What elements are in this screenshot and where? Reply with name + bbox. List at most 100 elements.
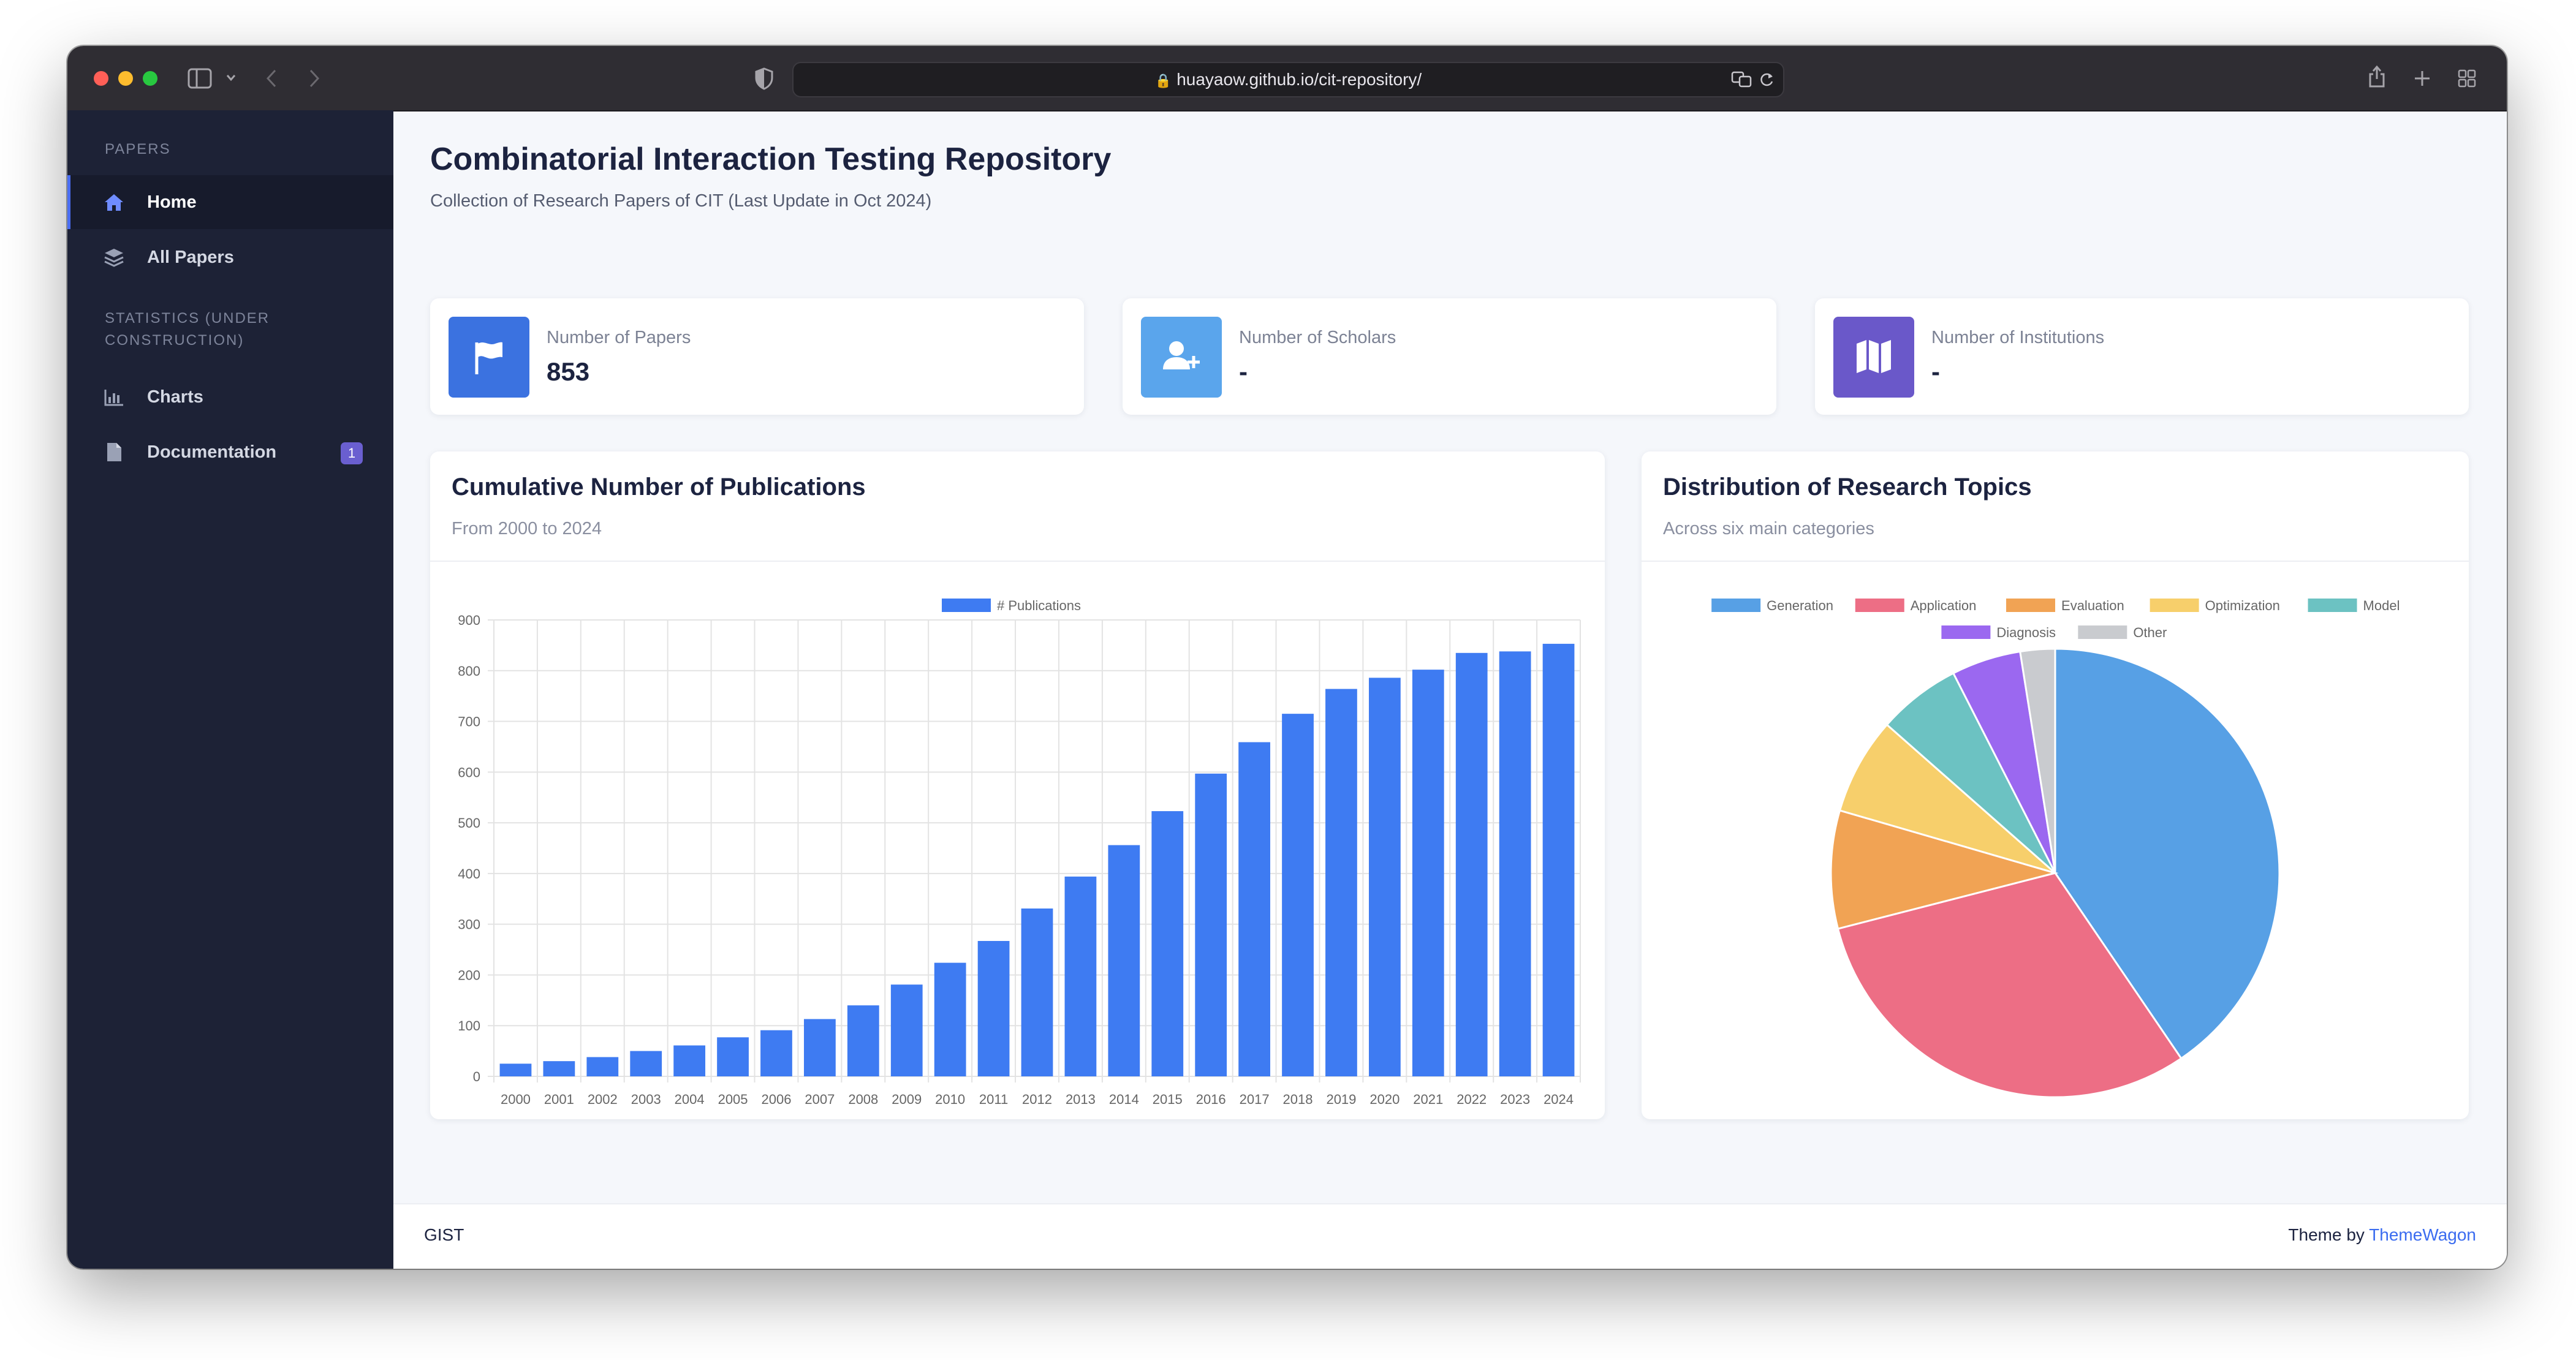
forward-icon[interactable] xyxy=(308,68,321,89)
bar xyxy=(1151,811,1184,1076)
x-tick-label: 2022 xyxy=(1457,1092,1487,1107)
browser-titlebar: 🔒 huayaow.github.io/cit-repository/ xyxy=(67,46,2507,111)
sidebar-item-all-papers[interactable]: All Papers xyxy=(67,230,393,284)
privacy-shield-icon[interactable] xyxy=(754,67,775,90)
bar xyxy=(890,984,923,1076)
publications-bar-chart: # Publications 0 100 200 300 400 500 600 700 800 9… xyxy=(458,598,1581,1107)
x-tick-label: 2015 xyxy=(1153,1092,1183,1107)
legend-swatch xyxy=(2078,625,2127,639)
user-plus-icon xyxy=(1141,317,1222,398)
sidebar-toggle-icon[interactable] xyxy=(188,68,212,89)
bar xyxy=(1325,689,1357,1076)
x-tick-label: 2012 xyxy=(1022,1092,1052,1107)
pie-slice xyxy=(1830,809,2059,930)
pie-slice xyxy=(1838,723,2056,874)
footer: GIST Theme by ThemeWagon xyxy=(393,1203,2507,1269)
x-tick-label: 2019 xyxy=(1326,1092,1356,1107)
address-bar[interactable]: 🔒 huayaow.github.io/cit-repository/ xyxy=(792,62,1784,97)
legend-label: Generation xyxy=(1767,598,1833,613)
legend-swatch xyxy=(1711,599,1761,612)
x-tick-label: 2014 xyxy=(1109,1092,1139,1107)
bar xyxy=(630,1051,662,1076)
bar xyxy=(1282,714,1314,1076)
legend-swatch xyxy=(1855,599,1904,612)
y-tick-label: 500 xyxy=(458,815,480,831)
x-tick-label: 2020 xyxy=(1369,1092,1400,1107)
legend-swatch xyxy=(2006,599,2056,612)
sidebar-item-label: All Papers xyxy=(147,247,234,267)
stat-card-scholars: Number of Scholars - xyxy=(1123,298,1776,415)
legend-swatch xyxy=(2150,599,2199,612)
legend-label: Optimization xyxy=(2205,598,2280,613)
sidebar-item-label: Documentation xyxy=(147,442,277,462)
home-icon xyxy=(105,194,123,211)
x-tick-label: 2006 xyxy=(762,1092,792,1107)
page-subtitle: Collection of Research Papers of CIT (La… xyxy=(430,191,932,211)
sidebar-item-home[interactable]: Home xyxy=(67,175,393,229)
card-subtitle: Across six main categories xyxy=(1663,519,1874,538)
close-window-button[interactable] xyxy=(94,71,108,86)
bar xyxy=(804,1019,836,1076)
bar xyxy=(1238,742,1270,1076)
legend-label: Model xyxy=(2363,598,2400,613)
bar xyxy=(1499,651,1531,1076)
legend-label: Application xyxy=(1911,598,1977,613)
stat-value: - xyxy=(1239,357,1248,386)
document-icon xyxy=(107,443,121,461)
bar xyxy=(1368,678,1401,1076)
sidebar-item-documentation[interactable]: Documentation 1 xyxy=(67,425,393,479)
card-title: Cumulative Number of Publications xyxy=(452,474,866,501)
share-icon[interactable] xyxy=(2368,64,2386,89)
themewagon-link[interactable]: ThemeWagon xyxy=(2369,1225,2476,1244)
x-tick-label: 2000 xyxy=(501,1092,531,1107)
x-tick-label: 2018 xyxy=(1283,1092,1313,1107)
y-tick-label: 700 xyxy=(458,714,480,730)
y-tick-label: 900 xyxy=(458,613,480,628)
bar xyxy=(847,1005,879,1076)
map-icon xyxy=(1833,317,1914,398)
y-tick-label: 800 xyxy=(458,663,480,679)
reload-icon[interactable] xyxy=(1758,71,1775,88)
chevron-down-icon[interactable] xyxy=(225,73,237,83)
translate-icon[interactable] xyxy=(1731,70,1753,89)
topics-pie-chart: Generation Application Evaluation Optimizat… xyxy=(1711,598,2400,1098)
stat-value: - xyxy=(1931,357,1940,386)
bar-chart-icon xyxy=(104,390,123,406)
page-title: Combinatorial Interaction Testing Reposi… xyxy=(430,142,1112,177)
stat-card-institutions: Number of Institutions - xyxy=(1815,298,2469,415)
tab-overview-icon[interactable] xyxy=(2457,69,2477,88)
x-tick-label: 2004 xyxy=(675,1092,705,1107)
x-tick-label: 2011 xyxy=(979,1092,1008,1107)
pie-slice xyxy=(1836,872,2183,1098)
sidebar: PAPERS Home All Papers STATISTICS (UNDER… xyxy=(67,110,393,1269)
x-tick-label: 2008 xyxy=(848,1092,878,1107)
y-tick-label: 300 xyxy=(458,917,480,932)
x-tick-label: 2023 xyxy=(1500,1092,1530,1107)
stat-value: 853 xyxy=(547,357,590,386)
new-tab-icon[interactable] xyxy=(2413,69,2431,88)
card-divider xyxy=(430,561,1605,562)
x-tick-label: 2005 xyxy=(718,1092,748,1107)
back-icon[interactable] xyxy=(265,68,278,89)
bar xyxy=(717,1037,749,1076)
bar xyxy=(1412,670,1444,1076)
x-tick-label: 2013 xyxy=(1066,1092,1096,1107)
legend-swatch xyxy=(1941,625,1991,639)
topics-chart-card: Distribution of Research Topics Across s… xyxy=(1642,451,2469,1119)
y-tick-label: 400 xyxy=(458,866,480,882)
publications-chart-card: Cumulative Number of Publications From 2… xyxy=(430,451,1605,1119)
x-tick-label: 2007 xyxy=(805,1092,835,1107)
x-tick-label: 2010 xyxy=(935,1092,965,1107)
x-tick-label: 2003 xyxy=(631,1092,661,1107)
x-tick-label: 2024 xyxy=(1544,1092,1574,1107)
sidebar-item-charts[interactable]: Charts xyxy=(67,370,393,424)
y-tick-label: 600 xyxy=(458,765,480,780)
bar xyxy=(543,1061,575,1076)
sidebar-item-label: Charts xyxy=(147,387,203,407)
minimize-window-button[interactable] xyxy=(118,71,133,86)
x-tick-label: 2002 xyxy=(588,1092,618,1107)
zoom-window-button[interactable] xyxy=(143,71,157,86)
pie-slice xyxy=(2019,648,2056,874)
layers-icon xyxy=(104,249,124,267)
notification-badge: 1 xyxy=(341,442,363,464)
